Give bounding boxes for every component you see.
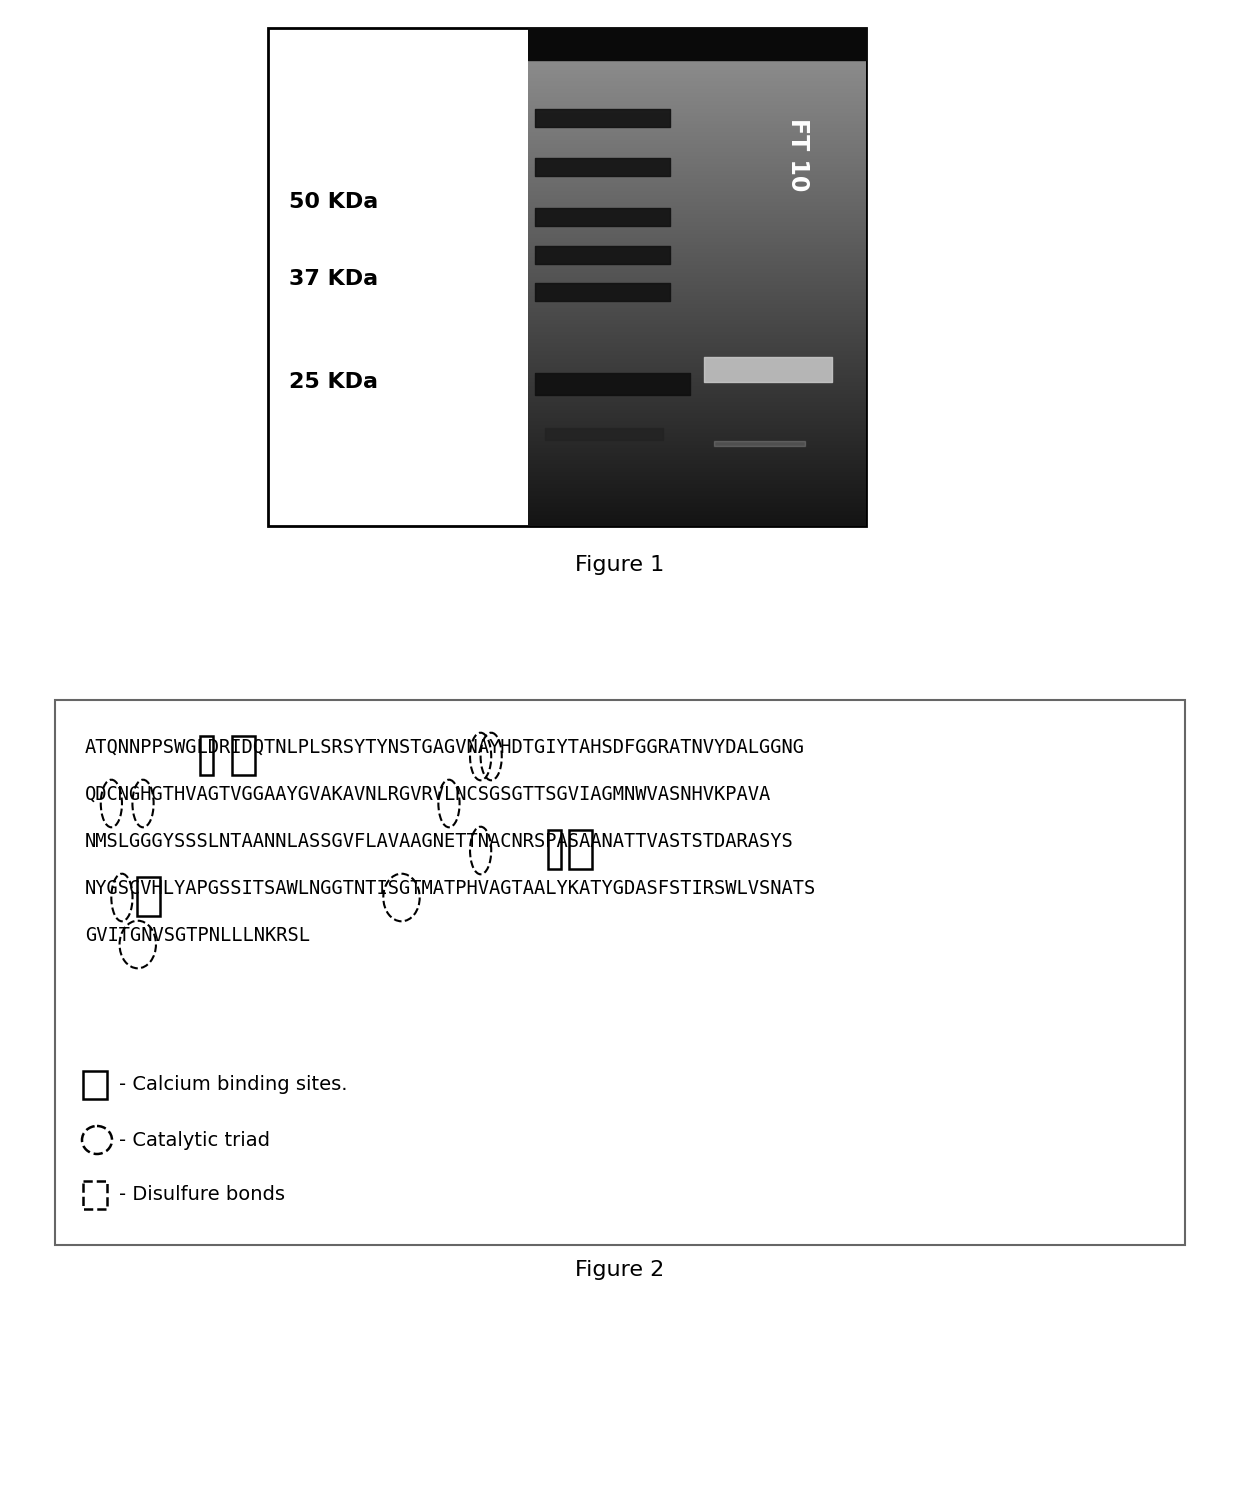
Bar <box>55 700 1185 1245</box>
Text: FT 10: FT 10 <box>786 118 811 190</box>
Bar <box>268 29 866 526</box>
Text: 50 KDa: 50 KDa <box>289 192 378 213</box>
Text: - Disulfure bonds: - Disulfure bonds <box>119 1186 285 1204</box>
Text: 25 KDa: 25 KDa <box>289 372 378 391</box>
Text: 37 KDa: 37 KDa <box>289 269 378 290</box>
Bar <box>136 876 160 916</box>
Bar <box>569 830 593 869</box>
Text: - Calcium binding sites.: - Calcium binding sites. <box>119 1076 347 1094</box>
Text: GVITGNVSGTPNLLLNKRSL: GVITGNVSGTPNLLLNKRSL <box>86 926 310 944</box>
Text: Figure 2: Figure 2 <box>575 1260 665 1280</box>
Text: ATQNNPPSWGLDRIDQTNLPLSRSYTYNSTGAGVNAYHDTGIYTAHSDFGGRATNVYDALGGNG: ATQNNPPSWGLDRIDQTNLPLSRSYTYNSTGAGVNAYHDT… <box>86 737 805 757</box>
Bar <box>548 830 560 869</box>
Text: NYGSCVHLYAPGSSITSAWLNGGTNTISGTMATPHVAGTAALYKATYGDASFSTIRSWLVSNATS: NYGSCVHLYAPGSSITSAWLNGGTNTISGTMATPHVAGTA… <box>86 879 816 898</box>
Text: - Catalytic triad: - Catalytic triad <box>119 1130 270 1150</box>
Bar <box>232 736 254 775</box>
Bar <box>200 736 212 775</box>
Text: Figure 1: Figure 1 <box>575 555 665 576</box>
Text: NMSLGGGYSSSLNTAANNLASSGVFLAVAAGNETTNACNRSPASAANATTVASTSTDARASYS: NMSLGGGYSSSLNTAANNLASSGVFLAVAAGNETTNACNR… <box>86 833 794 851</box>
Text: QDCNGHGTHVAGTVGGAAYGVAKAVNLRGVRVLNCSGSGTTSGVIAGMNWVASNHVKPAVA: QDCNGHGTHVAGTVGGAAYGVAKAVNLRGVRVLNCSGSGT… <box>86 786 771 804</box>
Bar <box>83 1182 107 1209</box>
Bar <box>268 29 528 526</box>
Bar <box>83 1071 107 1098</box>
